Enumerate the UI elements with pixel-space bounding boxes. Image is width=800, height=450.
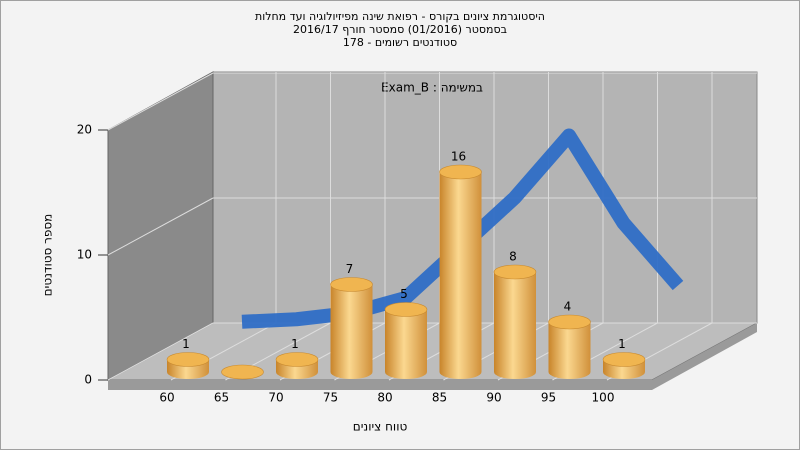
bar-bottom bbox=[330, 365, 373, 379]
bar-top bbox=[493, 264, 537, 280]
bar bbox=[384, 302, 428, 379]
bar-bottom bbox=[494, 365, 536, 379]
bar-body bbox=[330, 284, 373, 372]
chart-subtitle: סטודנטים רשומים - 178 bbox=[343, 36, 457, 49]
grid-line bbox=[107, 72, 214, 131]
bar-top bbox=[384, 302, 428, 317]
y-axis-label: מספר סטודנטים bbox=[41, 214, 55, 297]
bar bbox=[275, 352, 319, 379]
bar-top bbox=[275, 352, 319, 367]
bar bbox=[602, 352, 646, 379]
bar bbox=[439, 164, 482, 379]
bar bbox=[221, 364, 264, 380]
x-tick-label: 80 bbox=[377, 391, 392, 405]
bar-body bbox=[385, 309, 427, 372]
bar bbox=[166, 352, 210, 379]
bar-bottom bbox=[385, 365, 427, 379]
bar-top bbox=[439, 164, 482, 180]
x-tick-label: 70 bbox=[268, 391, 283, 405]
bar bbox=[493, 264, 537, 379]
bar-body bbox=[548, 322, 591, 372]
x-tick-label: 75 bbox=[323, 391, 338, 405]
x-axis-label: טווח ציונים bbox=[353, 420, 408, 434]
grid-line bbox=[107, 322, 214, 381]
bar-bottom bbox=[548, 365, 591, 379]
chart-title: היסטוגרמת ציונים בקורס - רפואת שינה מפיז… bbox=[255, 10, 545, 23]
chart-subtitle: בסמסטר (01/2016) סמסטר חורף 2016/17 bbox=[293, 23, 507, 36]
floor-edge bbox=[652, 323, 757, 390]
y-tick-label: 0 bbox=[84, 373, 92, 387]
data-label: 1 bbox=[291, 337, 299, 351]
bar bbox=[330, 277, 373, 379]
bar-top bbox=[330, 277, 373, 292]
y-tick-label: 10 bbox=[77, 248, 92, 262]
data-label: 16 bbox=[451, 150, 466, 164]
data-label: 7 bbox=[346, 262, 354, 276]
y-tick-label: 20 bbox=[77, 123, 92, 137]
data-label: 1 bbox=[618, 337, 626, 351]
x-tick-label: 60 bbox=[159, 391, 174, 405]
bar-top bbox=[166, 352, 210, 367]
bar-body bbox=[439, 172, 482, 372]
data-label: 1 bbox=[182, 337, 190, 351]
floor-edge bbox=[108, 380, 652, 390]
bar-top bbox=[221, 364, 264, 380]
data-label: 5 bbox=[400, 287, 408, 301]
bar-bottom bbox=[276, 365, 318, 379]
x-tick-label: 85 bbox=[432, 391, 447, 405]
bar-bottom bbox=[167, 365, 209, 379]
x-tick-label: 90 bbox=[486, 391, 501, 405]
bar-bottom bbox=[439, 365, 482, 379]
bar-bottom bbox=[603, 365, 645, 379]
x-tick-label: 65 bbox=[214, 391, 229, 405]
x-tick-label: 100 bbox=[592, 391, 615, 405]
bar-body bbox=[494, 272, 536, 372]
x-tick-label: 95 bbox=[541, 391, 556, 405]
bar bbox=[548, 314, 591, 379]
annotation: במשימה : Exam_B bbox=[381, 81, 483, 95]
data-label: 4 bbox=[564, 300, 572, 314]
data-label: 8 bbox=[509, 250, 517, 264]
grid-line bbox=[107, 197, 214, 256]
bar-top bbox=[602, 352, 646, 367]
bar-top bbox=[548, 314, 591, 330]
